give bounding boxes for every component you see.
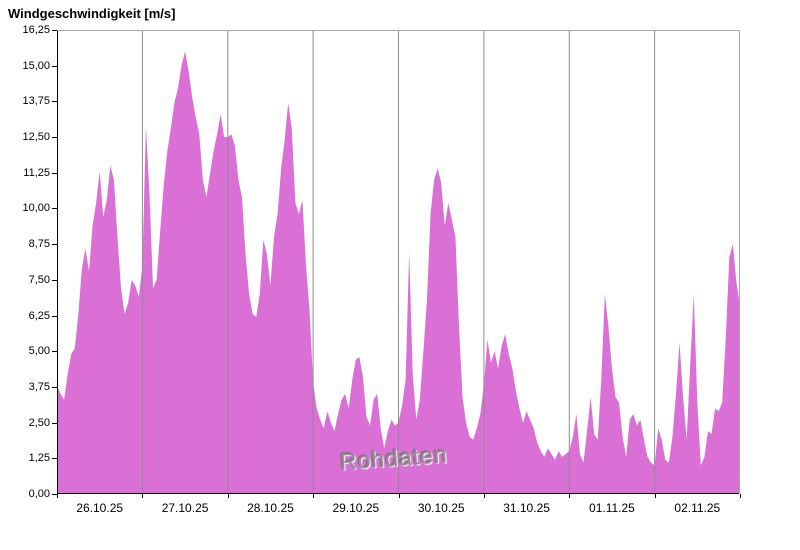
y-tick-mark (52, 137, 57, 138)
x-tick-label: 31.10.25 (503, 501, 550, 515)
y-tick-mark (52, 173, 57, 174)
y-tick-label: 6,25 (28, 309, 50, 322)
x-tick-label: 26.10.25 (76, 501, 124, 515)
y-tick-mark (52, 423, 57, 424)
y-tick-mark (52, 66, 57, 67)
x-tick-label: 01.11.25 (589, 501, 635, 515)
x-tick-label: 27.10.25 (161, 501, 209, 515)
y-tick-mark (52, 316, 57, 317)
x-tick-mark (313, 494, 314, 498)
y-tick-label: 13,75 (22, 95, 50, 108)
x-tick-mark (569, 494, 570, 498)
chart-title: Windgeschwindigkeit [m/s] (8, 6, 176, 21)
y-tick-label: 16,25 (22, 24, 50, 36)
x-tick-mark (399, 494, 400, 498)
area-chart-canvas (57, 30, 740, 494)
x-tick-label: 02.11.25 (674, 501, 721, 515)
y-tick-label: 10,00 (22, 202, 50, 215)
y-tick-label: 11,25 (23, 166, 50, 179)
y-tick-label: 8,75 (28, 238, 50, 251)
x-tick-label: 29.10.25 (332, 501, 380, 515)
y-tick-mark (52, 244, 57, 245)
y-tick-label: 1,25 (28, 452, 50, 465)
y-tick-label: 5,00 (28, 345, 50, 358)
x-tick-mark (655, 494, 656, 498)
y-tick-label: 7,50 (28, 273, 50, 286)
x-tick-mark (740, 494, 741, 498)
y-tick-mark (52, 30, 57, 31)
y-tick-mark (52, 101, 57, 102)
y-tick-mark (52, 280, 57, 281)
y-tick-label: 12,50 (22, 131, 50, 144)
plot-area: Rohdaten (57, 30, 740, 494)
y-tick-label: 2,50 (28, 416, 50, 429)
x-tick-mark (228, 494, 229, 498)
y-tick-mark (52, 351, 57, 352)
y-tick-mark (52, 494, 57, 495)
x-tick-label: 30.10.25 (417, 501, 465, 515)
x-tick-mark (57, 494, 58, 498)
y-tick-label: 15,00 (22, 59, 50, 72)
y-tick-mark (52, 387, 57, 388)
y-tick-mark (52, 458, 57, 459)
x-tick-mark (142, 494, 143, 498)
y-tick-label: 0,00 (28, 488, 50, 500)
x-tick-label: 28.10.25 (247, 501, 294, 515)
x-tick-mark (484, 494, 485, 498)
y-tick-mark (52, 208, 57, 209)
y-tick-label: 3,75 (28, 380, 50, 393)
